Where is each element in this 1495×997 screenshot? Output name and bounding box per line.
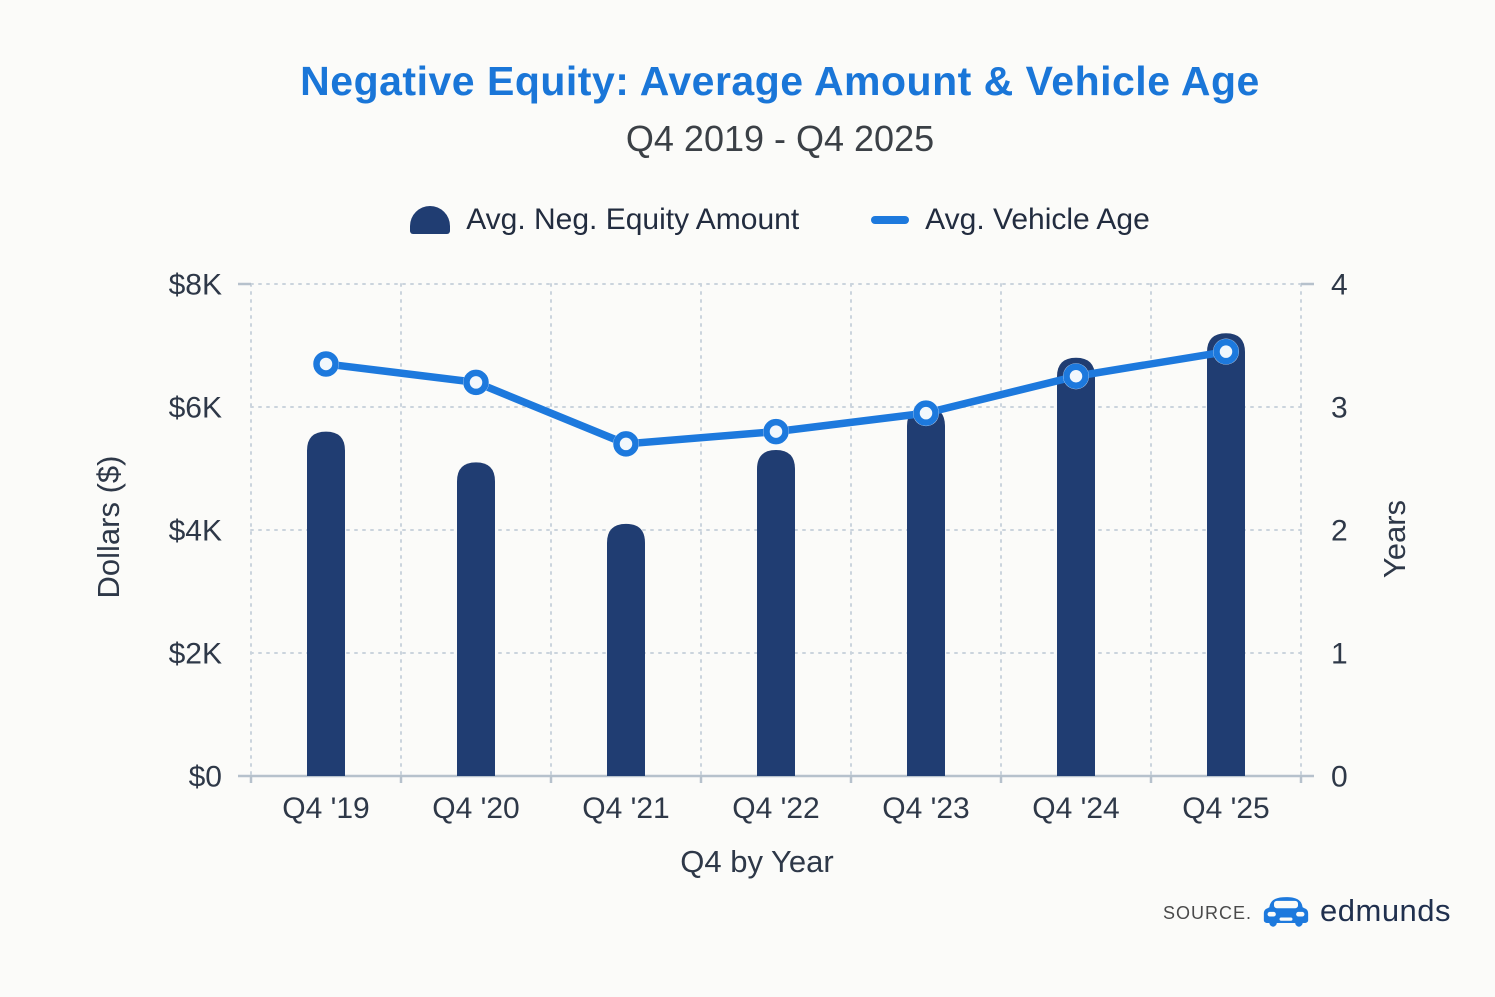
marker-q4-23 <box>913 400 939 426</box>
left-axis-title: Dollars ($) <box>91 455 126 599</box>
page-subtitle: Q4 2019 - Q4 2025 <box>625 118 935 159</box>
marker-q4-25 <box>1213 338 1239 365</box>
right-tick-label: 4 <box>1331 269 1348 302</box>
marker-q4-24 <box>1063 363 1089 389</box>
marker-q4-20 <box>463 369 489 396</box>
source-attribution: SOURCE. edmunds <box>1163 893 1451 929</box>
left-tick-label: $0 <box>189 761 222 794</box>
legend-label-neg-equity: Avg. Neg. Equity Amount <box>466 203 800 236</box>
x-tick-label-q4-22: Q4 '22 <box>732 792 819 825</box>
bar-q4-24 <box>1057 357 1095 776</box>
brand-name: edmunds <box>1320 893 1452 928</box>
right-tick-label: 3 <box>1331 392 1348 425</box>
legend-item-neg-equity: Avg. Neg. Equity Amount <box>410 203 799 237</box>
line-swatch-icon <box>871 216 910 224</box>
right-tick-label: 1 <box>1331 638 1348 671</box>
right-tick-label: 2 <box>1331 515 1348 548</box>
left-tick-label: $4K <box>169 515 222 548</box>
marker-q4-19 <box>313 351 339 377</box>
legend-item-vehicle-age: Avg. Vehicle Age <box>871 203 1150 237</box>
left-tick-label: $8K <box>169 269 222 302</box>
right-tick-label: 0 <box>1331 761 1348 794</box>
x-tick-label-q4-25: Q4 '25 <box>1182 792 1269 825</box>
marker-q4-21 <box>613 431 639 457</box>
x-axis-title: Q4 by Year <box>680 844 834 879</box>
x-tick-label-q4-24: Q4 '24 <box>1032 792 1119 825</box>
bar-q4-20 <box>457 462 495 776</box>
bar-swatch-icon <box>410 206 451 234</box>
x-tick-label-q4-20: Q4 '20 <box>432 792 519 825</box>
bar-q4-25 <box>1207 333 1245 776</box>
bar-q4-19 <box>307 431 345 776</box>
right-axis-title: Years <box>1377 499 1412 579</box>
marker-q4-22 <box>763 418 789 445</box>
left-tick-label: $6K <box>169 392 222 425</box>
left-tick-label: $2K <box>169 638 222 671</box>
bar-q4-23 <box>907 407 945 776</box>
legend: Avg. Neg. Equity Amount Avg. Vehicle Age <box>65 203 1495 237</box>
x-tick-label-q4-19: Q4 '19 <box>282 792 369 825</box>
bar-q4-21 <box>607 523 645 776</box>
bar-q4-22 <box>757 450 795 776</box>
page-title: Negative Equity: Average Amount & Vehicl… <box>300 58 1260 104</box>
car-icon <box>1262 894 1310 928</box>
x-tick-label-q4-21: Q4 '21 <box>582 792 669 825</box>
x-tick-label-q4-23: Q4 '23 <box>882 792 969 825</box>
legend-label-vehicle-age: Avg. Vehicle Age <box>925 203 1150 236</box>
source-prefix: SOURCE. <box>1163 902 1253 923</box>
